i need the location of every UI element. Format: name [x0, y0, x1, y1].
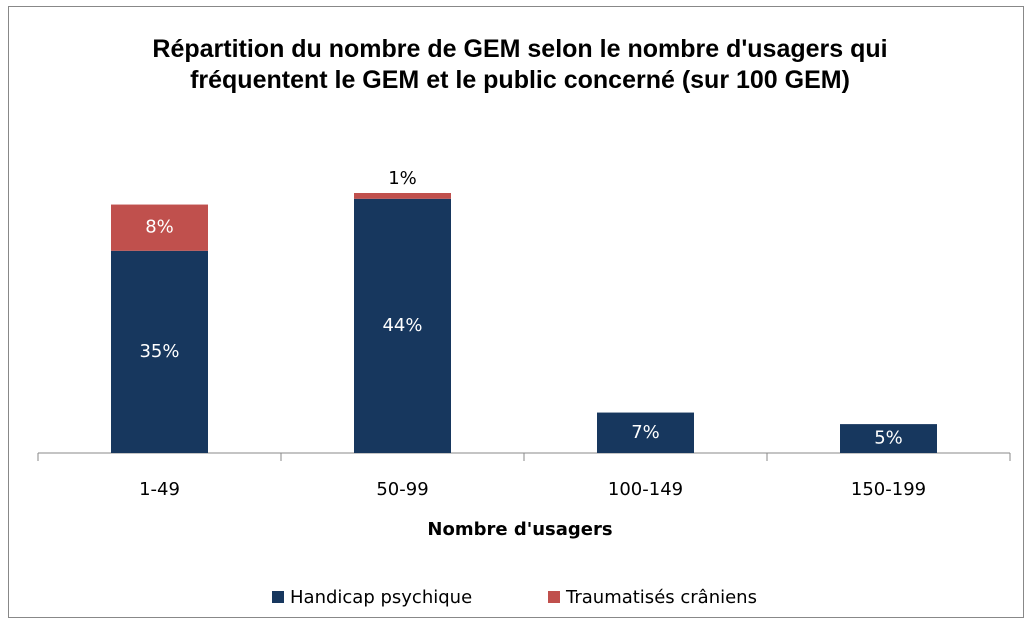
data-label: 8% — [145, 217, 174, 238]
x-tick-label: 100-149 — [608, 479, 683, 500]
data-label: 7% — [631, 422, 660, 443]
data-label: 1% — [388, 168, 417, 189]
bar-segment — [840, 424, 937, 453]
x-axis-title: Nombre d'usagers — [427, 519, 612, 540]
legend-label: Traumatisés crâniens — [565, 587, 757, 608]
legend-label: Handicap psychique — [290, 587, 472, 608]
bar-segment — [111, 204, 208, 251]
x-tick-label: 150-199 — [851, 479, 926, 500]
legend-swatch — [548, 591, 560, 603]
bar-segment — [354, 198, 451, 453]
bar-segment — [111, 250, 208, 453]
bar-segment — [354, 193, 451, 199]
x-tick-label: 1-49 — [139, 479, 180, 500]
legend-swatch — [272, 591, 284, 603]
chart-frame — [8, 6, 1024, 618]
data-label: 35% — [139, 341, 179, 362]
bar-segment — [597, 412, 694, 453]
x-tick-label: 50-99 — [376, 479, 428, 500]
chart-title: Répartition du nombre de GEM selon le no… — [152, 35, 888, 94]
data-label: 5% — [874, 428, 903, 449]
data-label: 44% — [382, 315, 422, 336]
